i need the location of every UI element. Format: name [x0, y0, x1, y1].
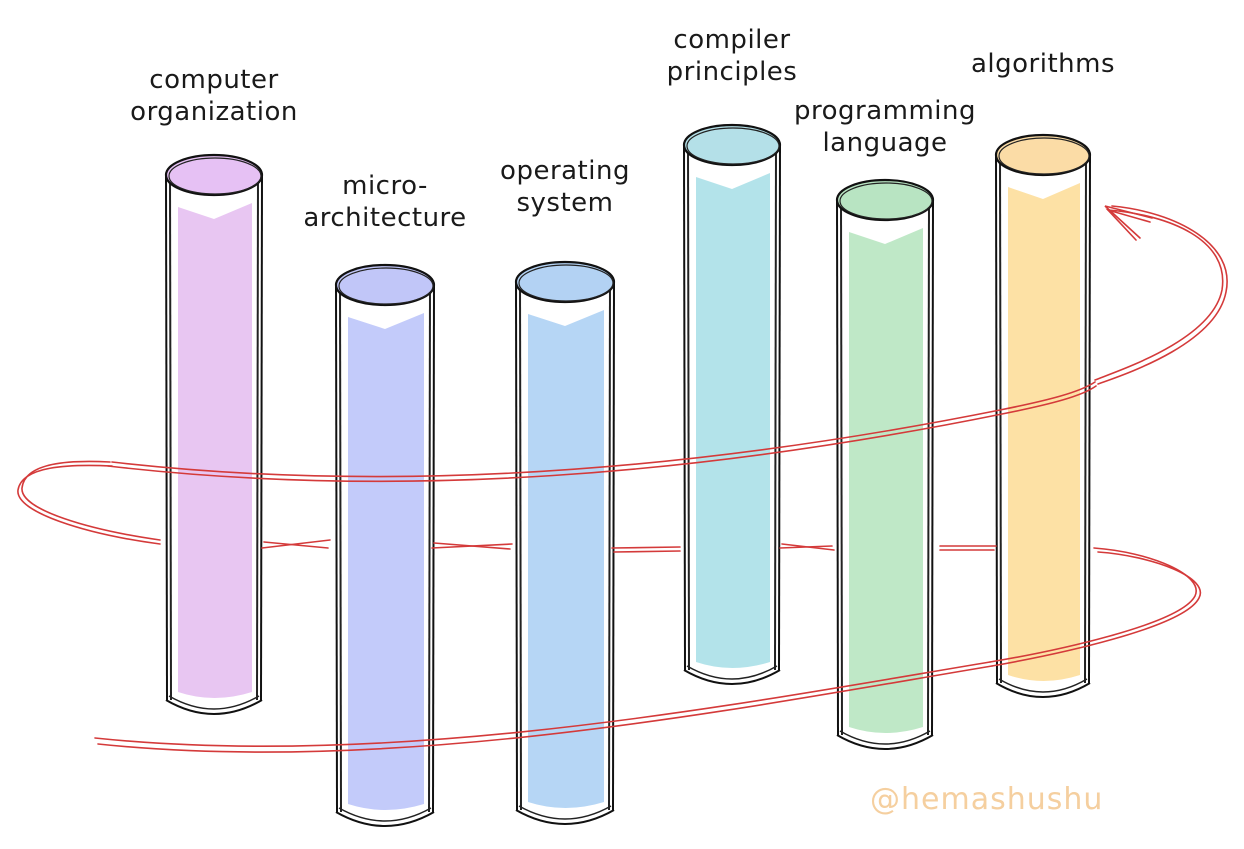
pillar-label-line: computer [149, 65, 279, 95]
pillar-edge [931, 199, 934, 736]
pillar-base [518, 805, 612, 820]
pillar-base [683, 669, 781, 685]
pillar-edge [519, 281, 522, 811]
pillar-fill [696, 173, 770, 668]
pillar-label-line: system [516, 188, 614, 218]
pillar-lid [835, 178, 935, 222]
pillar-lid-sketch [686, 127, 780, 165]
pillar-edge [778, 144, 781, 671]
pillar-label-1: micro-architecture [303, 170, 466, 234]
pillar-edge [836, 199, 839, 736]
pillar-lid-sketch [839, 182, 933, 220]
pillar-edge [683, 144, 686, 671]
pillar-lid [514, 260, 616, 304]
spiral-thread-back [17, 205, 1228, 545]
pillar-4 [835, 178, 935, 750]
pillar-base [335, 811, 435, 827]
pillar-edge [687, 144, 690, 671]
pillar-1 [334, 263, 436, 827]
pillar-lid [994, 133, 1092, 177]
pillar-edge [339, 284, 342, 813]
pillar-lid-sketch [338, 267, 434, 305]
pillar-edge [1084, 154, 1087, 684]
pillar-5 [994, 133, 1092, 698]
pillar-edge [165, 174, 168, 701]
pillar-edge [612, 281, 615, 811]
pillar-edge [335, 284, 338, 813]
pillar-0 [164, 153, 264, 715]
spiral-thread-front [94, 205, 1202, 753]
pillar-label-2: operating system [500, 155, 630, 219]
pillar-label-line: programming [793, 96, 977, 126]
pillar-lid [334, 263, 436, 307]
pillar-edge [428, 284, 431, 813]
pillar-fill [348, 313, 424, 810]
pillar-label-line: language [822, 128, 948, 158]
pillar-label-line: micro- [342, 171, 428, 201]
pillar-base [515, 809, 615, 825]
pillar-edge [927, 199, 930, 736]
pillar-label-5: algorithms [971, 48, 1115, 80]
pillar-label-line: operating [500, 156, 630, 186]
pillar-edge [995, 154, 998, 684]
pillar-edge [515, 281, 518, 811]
pillar-3 [682, 123, 782, 685]
pillar-base [168, 695, 260, 710]
pillar-edge [1088, 154, 1091, 684]
pillar-2 [514, 260, 616, 825]
pillar-label-line: compiler [673, 25, 791, 55]
pillar-fill [528, 310, 604, 808]
pillar-label-line: principles [666, 57, 798, 87]
pillar-edge [256, 174, 259, 701]
pillar-base [836, 734, 934, 750]
author-watermark: @hemashushu [870, 782, 1104, 817]
pillar-edge [260, 174, 263, 701]
pillar-label-line: organization [130, 97, 298, 127]
pillar-label-0: computer organization [130, 64, 298, 128]
pillar-edge [999, 154, 1002, 684]
pillar-base [686, 665, 778, 680]
pillar-edge [169, 174, 172, 701]
pillar-base [998, 678, 1088, 693]
pillar-base [338, 807, 432, 822]
pillar-label-line: architecture [303, 203, 467, 233]
pillar-base [839, 730, 931, 745]
pillar-edge [774, 144, 777, 671]
pillar-lid-sketch [998, 137, 1090, 175]
pillar-fill [1008, 183, 1080, 681]
pillar-lid [682, 123, 782, 167]
pillar-edge [840, 199, 843, 736]
pillar-label-4: programming language [794, 95, 976, 159]
pillar-label-line: algorithms [970, 49, 1116, 79]
pillar-lid-sketch [168, 157, 262, 195]
pillar-edge [608, 281, 611, 811]
pillar-fill [178, 203, 252, 698]
pillar-lid-sketch [518, 264, 614, 302]
pillar-lid [164, 153, 264, 197]
pillar-base [165, 699, 263, 715]
pillar-fill [849, 228, 923, 733]
pillar-base [995, 682, 1091, 698]
pillar-label-3: compiler principles [667, 24, 798, 88]
